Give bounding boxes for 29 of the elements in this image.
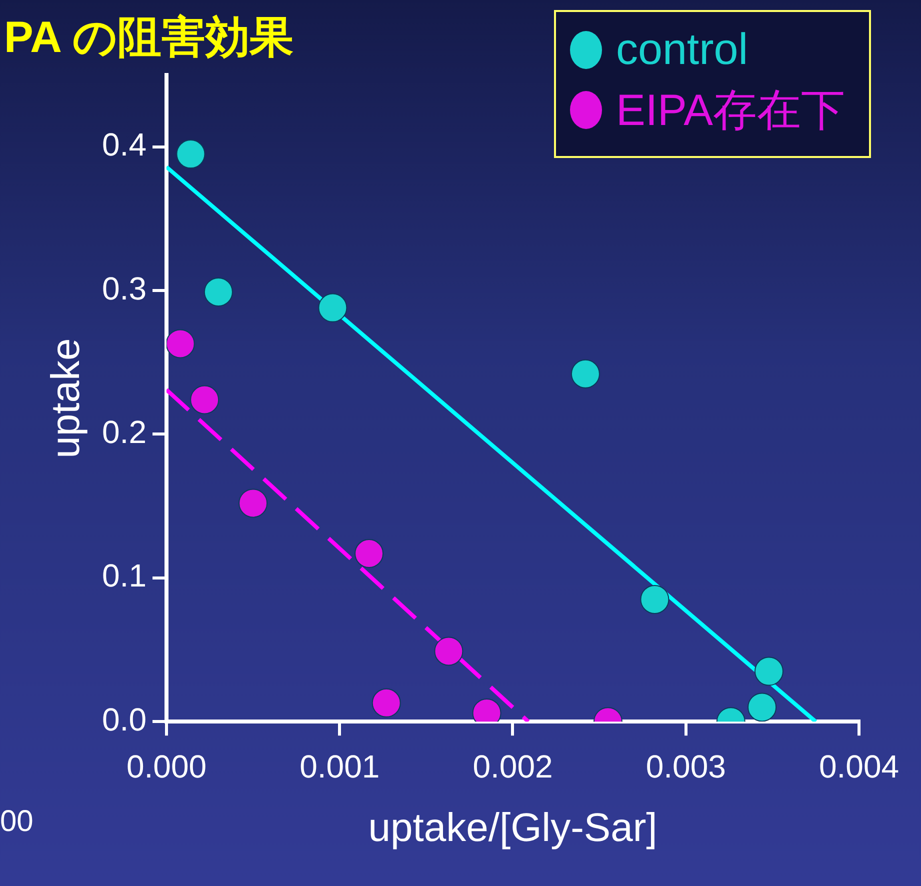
x-tick-label: 0.004 xyxy=(818,748,900,785)
x-tick-label: 0.002 xyxy=(472,748,553,785)
legend-label: control xyxy=(616,25,748,75)
x-axis-title: uptake/[Gly-Sar] xyxy=(368,806,658,850)
x-tick-label: 0.001 xyxy=(300,748,380,785)
y-tick-label: 0.3 xyxy=(102,270,146,306)
point xyxy=(434,636,464,666)
text: 00 xyxy=(0,805,34,839)
y-tick-label: 0.4 xyxy=(102,126,146,163)
legend-label: EIPA存在下 xyxy=(616,84,845,136)
point xyxy=(354,538,384,568)
point xyxy=(640,584,670,614)
point xyxy=(318,293,348,322)
point xyxy=(570,359,600,388)
x-tick-label: 0.003 xyxy=(646,748,726,785)
y-tick-label: 0.1 xyxy=(102,558,146,594)
point xyxy=(754,656,784,686)
chart-title: PA の阻害効果 xyxy=(4,12,294,64)
point xyxy=(204,277,233,306)
y-axis-title: uptake xyxy=(44,338,88,458)
point xyxy=(166,329,195,358)
y-tick-label: 0.2 xyxy=(102,414,146,450)
x-tick-label: 0.000 xyxy=(126,748,207,785)
point xyxy=(176,140,206,169)
point xyxy=(372,688,401,718)
y-tick-label: 0.0 xyxy=(102,701,146,738)
point xyxy=(748,692,777,722)
point xyxy=(190,385,220,414)
point xyxy=(238,488,268,518)
